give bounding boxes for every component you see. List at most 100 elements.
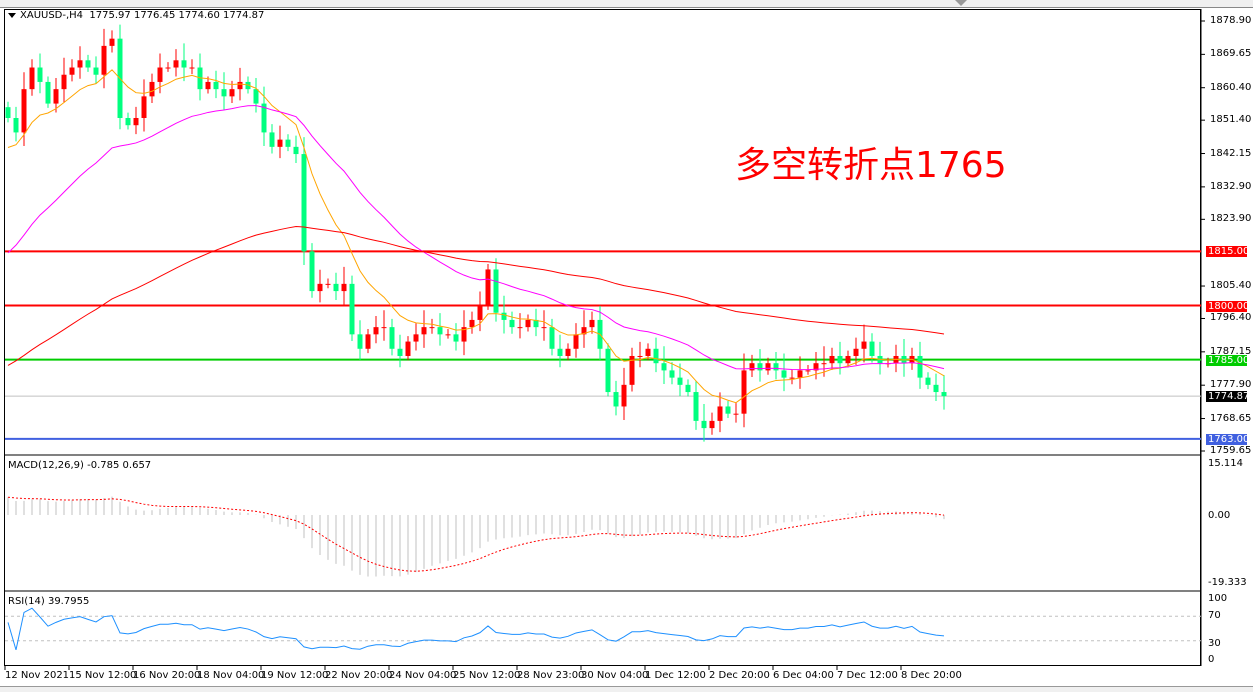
rsi-axis-label: 70 [1208, 610, 1221, 621]
candle-body [461, 327, 467, 342]
candle-body [701, 420, 707, 429]
candle-body [37, 67, 43, 82]
time-axis-label: 12 Nov 2021 [5, 670, 70, 681]
candle-body [141, 96, 147, 118]
candle-body [349, 283, 355, 335]
time-axis-label: 15 Nov 12:00 [69, 670, 137, 681]
price-axis-label: 1851.40 [1210, 114, 1252, 126]
candle-body [85, 60, 91, 68]
candle-body [253, 89, 259, 104]
candle-body [341, 283, 347, 292]
macd-axis-label: 0.00 [1208, 510, 1231, 521]
candle-body [109, 38, 115, 46]
dropdown-triangle-icon[interactable] [955, 0, 967, 6]
macd-axis-label: 15.114 [1208, 458, 1243, 469]
rsi-axis-label: 30 [1208, 638, 1221, 649]
candle-body [13, 117, 19, 133]
candle-body [789, 377, 795, 379]
candle-body [77, 60, 83, 68]
candle-body [293, 146, 299, 155]
candle-body [693, 392, 699, 421]
candle-body [509, 319, 515, 328]
candle-body [405, 341, 411, 356]
macd-signal-line [7, 496, 945, 572]
candle-body [933, 384, 939, 393]
macd-axis-label: -19.333 [1208, 577, 1247, 588]
price-axis-label: 1787.15 [1210, 345, 1252, 357]
candle-body [389, 327, 395, 349]
candle-body [181, 60, 187, 68]
price-axis-label: 1768.65 [1210, 412, 1252, 424]
top-toolbar-strip [0, 0, 1253, 8]
candle-body [581, 327, 587, 335]
candle-body [645, 348, 651, 356]
candle-body [301, 154, 307, 252]
candle-body [709, 420, 715, 429]
candle-body [613, 392, 619, 407]
candle-body [477, 305, 483, 320]
candle-body [853, 348, 859, 356]
candle-body [941, 392, 947, 397]
candle-body [573, 334, 579, 349]
time-axis-label: 28 Nov 23:00 [517, 670, 585, 681]
candle-body [277, 139, 283, 147]
collapse-arrow-icon[interactable] [8, 12, 16, 18]
candle-body [757, 363, 763, 371]
ma-fast-line [7, 69, 945, 404]
candle-body [685, 384, 691, 393]
time-axis-label: 30 Nov 04:00 [581, 670, 649, 681]
time-axis-label: 25 Nov 12:00 [453, 670, 521, 681]
time-axis-label: 16 Nov 20:00 [133, 670, 201, 681]
candle-body [861, 341, 867, 349]
time-axis-label: 22 Nov 20:00 [325, 670, 393, 681]
close-price: 1774.87 [223, 10, 265, 21]
candle-body [333, 283, 339, 292]
candle-body [21, 89, 27, 133]
candle-body [261, 103, 267, 133]
candle-body [269, 132, 275, 147]
candle-body [869, 341, 875, 356]
time-axis-label: 6 Dec 04:00 [773, 670, 834, 681]
candle-body [781, 370, 787, 378]
pivot-annotation: 多空转折点1765 [735, 145, 1007, 186]
rsi-label: RSI(14) 39.7955 [8, 596, 90, 607]
candle-body [845, 355, 851, 364]
time-axis-label: 7 Dec 12:00 [837, 670, 898, 681]
symbol: XAUUSD-,H4 [20, 10, 84, 21]
candle-body [773, 363, 779, 371]
price-axis-label: 1869.65 [1210, 48, 1252, 60]
candle-body [149, 81, 155, 97]
candle-body [725, 406, 731, 414]
candle-body [605, 348, 611, 393]
candle-body [805, 370, 811, 372]
candle-body [621, 384, 627, 407]
candle-body [525, 319, 531, 328]
rsi-line [7, 607, 945, 650]
candle-body [365, 334, 371, 349]
ma-mid-line [7, 105, 945, 371]
candle-body [173, 60, 179, 68]
chart-tabs-bar[interactable] [0, 686, 1253, 692]
price-axis-label: 1842.15 [1210, 147, 1252, 159]
candle-body [437, 327, 443, 335]
candle-body [533, 319, 539, 328]
time-axis-label: 24 Nov 04:00 [389, 670, 457, 681]
price-axis-label: 1796.40 [1210, 312, 1252, 324]
candle-body [469, 319, 475, 328]
candle-body [157, 67, 163, 82]
rsi-axis-label: 100 [1208, 593, 1228, 604]
candle-body [653, 348, 659, 364]
price-axis-label: 1832.90 [1210, 180, 1252, 192]
candle-body [837, 355, 843, 364]
candle-body [629, 355, 635, 385]
time-axis-label: 8 Dec 20:00 [901, 670, 962, 681]
candle-body [317, 283, 323, 292]
candle-body [221, 89, 227, 97]
price-axis-label: 1759.65 [1210, 445, 1252, 456]
candle-body [445, 334, 451, 336]
candle-body [325, 283, 331, 285]
candle-body [53, 89, 59, 104]
candle-body [549, 327, 555, 349]
candle-body [213, 81, 219, 90]
